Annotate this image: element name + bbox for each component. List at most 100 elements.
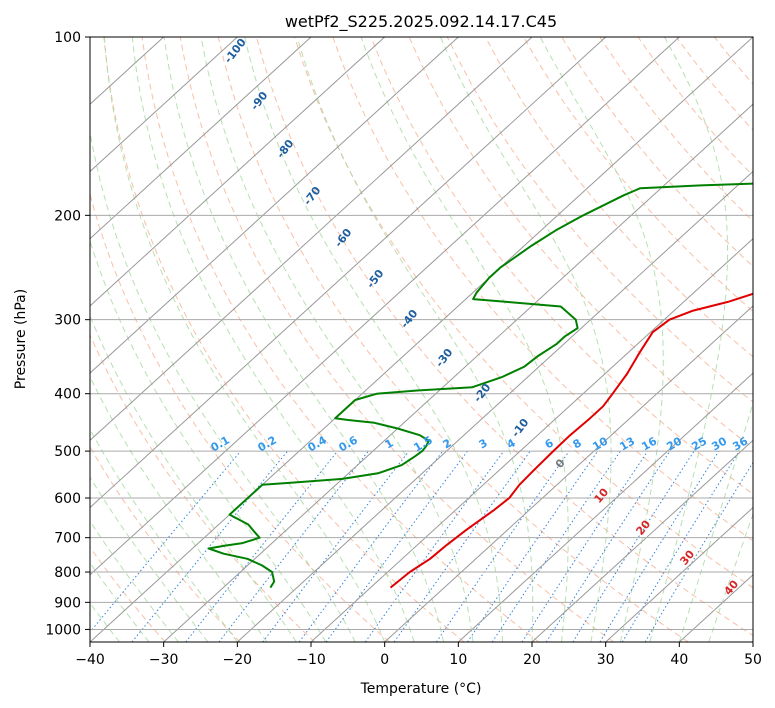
moist-adiabat — [103, 37, 386, 642]
dry-adiabat-label: -60 — [332, 226, 355, 250]
moist-adiabat — [90, 562, 150, 642]
temperature-profile — [389, 292, 753, 589]
x-tick-label: −40 — [75, 652, 105, 668]
isotherm — [752, 641, 753, 642]
mixing-ratio-label: 10 — [590, 434, 610, 453]
x-tick-label: 20 — [523, 652, 541, 668]
isotherm — [90, 37, 753, 642]
mixing-ratio-line — [621, 450, 740, 642]
dewpoint-profile — [207, 182, 753, 589]
mixing-ratio-line — [325, 450, 468, 642]
isotherm — [531, 439, 753, 642]
mixing-ratio-line — [131, 450, 288, 642]
moist-adiabat — [90, 476, 209, 642]
moist-adiabat — [163, 37, 445, 642]
mixing-ratio-label: 3 — [477, 436, 490, 451]
dry-adiabat — [370, 37, 753, 495]
dry-adiabat-label: -50 — [364, 267, 387, 291]
dry-adiabat — [141, 37, 540, 642]
mixing-ratio-line — [298, 450, 444, 642]
mixing-ratio-label: 13 — [617, 435, 637, 454]
moist-adiabat — [131, 37, 415, 642]
mixing-ratio-label: 36 — [730, 434, 750, 453]
y-tick-label: 200 — [54, 208, 81, 224]
moist-adiabat — [90, 375, 268, 642]
y-tick-label: 100 — [54, 30, 81, 46]
mixing-ratio-label: 25 — [689, 435, 709, 454]
dry-adiabat — [294, 37, 753, 589]
moist-adiabat-label: 40 — [721, 577, 741, 597]
mixing-ratio-line — [545, 450, 671, 642]
x-tick-label: −30 — [149, 652, 179, 668]
dry-adiabat-label: -20 — [471, 381, 494, 405]
line-labels: -100-90-80-70-60-50-40-30-20-100.1 0.2 0.4… — [209, 36, 751, 598]
mixing-ratio-line — [491, 450, 621, 642]
dry-adiabat-label: -80 — [274, 137, 297, 161]
dry-adiabat — [90, 445, 241, 642]
dry-adiabat-label: -100 — [222, 36, 249, 66]
moist-adiabat — [539, 37, 664, 642]
isotherm — [90, 37, 533, 442]
grid — [90, 37, 753, 642]
isotherm — [90, 37, 459, 374]
moist-adiabat — [90, 428, 238, 642]
x-tick-label: 30 — [597, 652, 615, 668]
series-group — [207, 182, 753, 589]
dry-adiabat-label: -40 — [398, 307, 421, 331]
dry-adiabat — [256, 37, 753, 637]
dry-adiabat — [90, 546, 166, 642]
dry-adiabat — [408, 37, 753, 449]
mixing-ratio-label: 1 — [383, 436, 396, 451]
y-tick-label: 900 — [54, 595, 81, 611]
isotherm — [605, 506, 753, 642]
mixing-ratio-line — [521, 450, 649, 642]
dry-adiabat-label: -10 — [509, 416, 532, 440]
isotherm — [457, 372, 753, 642]
mixing-ratio-label: 20 — [664, 434, 684, 453]
dry-adiabat — [179, 37, 614, 642]
y-tick-label: 700 — [54, 531, 81, 547]
mixing-ratio-line — [262, 450, 410, 642]
isotherm — [90, 37, 607, 509]
mixing-ratio-label: 2 — [441, 436, 454, 451]
y-axis: 100 200 300 400 500 600 700 800 900 1000 — [45, 30, 90, 638]
dry-adiabat — [90, 192, 390, 642]
moist-adiabat — [649, 37, 728, 642]
dry-adiabat — [103, 37, 465, 642]
x-tick-label: 40 — [670, 652, 688, 668]
dry-adiabat — [332, 37, 753, 542]
mixing-ratio-line — [467, 450, 599, 642]
moist-adiabat — [678, 401, 753, 642]
mixing-ratio-line — [599, 450, 720, 642]
y-tick-label: 800 — [54, 565, 81, 581]
moist-adiabat — [244, 37, 503, 642]
mixing-ratio-line — [572, 450, 695, 642]
moist-adiabat-label: 0 — [553, 456, 568, 470]
mixing-ratio-line — [435, 450, 570, 642]
moist-adiabat — [90, 314, 297, 642]
dry-adiabat — [752, 37, 753, 39]
x-axis: −40 −30 −20 −10 0 10 20 30 40 50 — [75, 642, 762, 668]
mixing-ratio-line — [185, 450, 338, 642]
moist-adiabat-label: 20 — [633, 517, 653, 537]
isotherm — [90, 37, 386, 307]
x-tick-label: 0 — [380, 652, 389, 668]
dry-adiabat-label: -70 — [301, 184, 324, 208]
y-tick-label: 1000 — [45, 622, 81, 638]
moist-adiabat — [360, 37, 569, 642]
moist-adiabat — [90, 239, 327, 642]
dry-adiabat — [217, 37, 689, 642]
moist-adiabat — [296, 37, 534, 642]
isotherm — [90, 37, 680, 576]
y-tick-label: 600 — [54, 491, 81, 507]
mixing-ratio-line — [644, 461, 753, 642]
chart-title: wetPf2_S225.2025.092.14.17.C45 — [285, 12, 557, 32]
dry-adiabat — [561, 37, 753, 267]
isotherm — [163, 103, 753, 642]
mixing-ratio-label: 4 — [505, 436, 518, 451]
mixing-ratio-label: 8 — [571, 436, 584, 451]
x-tick-label: −10 — [296, 652, 326, 668]
moist-adiabat — [200, 37, 474, 642]
plot-frame — [89, 36, 754, 643]
moist-adiabat — [708, 513, 753, 642]
